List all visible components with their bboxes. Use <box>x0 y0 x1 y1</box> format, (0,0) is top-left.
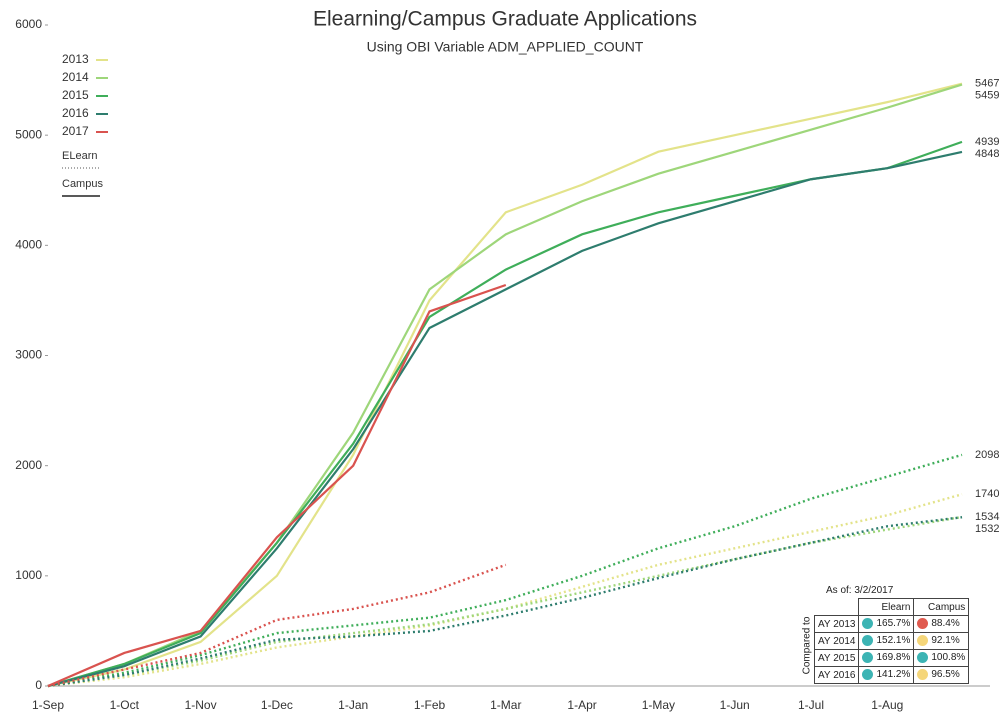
row-label: AY 2013 <box>813 615 860 633</box>
status-dot <box>862 652 874 664</box>
row: AY 2015 169.8% 100.8% <box>813 649 970 667</box>
end-value-label: 1534 <box>975 511 999 523</box>
as-of-date: 3/2/2017 <box>854 585 894 596</box>
legend-style-label: Campus <box>62 178 103 190</box>
comparison-table: As of: 3/2/2017 Compared to Elearn Campus AY… <box>800 585 1000 684</box>
header-row: Elearn Campus <box>815 598 970 616</box>
y-tick-label: 6000 <box>15 17 42 31</box>
status-dot <box>862 618 874 630</box>
cell: 169.8% <box>858 649 915 667</box>
chart-title: Elearning/Campus Graduate Applications <box>313 8 697 31</box>
cell-value: 92.1% <box>931 635 960 647</box>
x-tick-label: 1-Mar <box>490 698 521 712</box>
cell: 165.7% <box>858 615 915 633</box>
y-tick-label: 2000 <box>15 458 42 472</box>
legend-label: 2014 <box>62 70 89 84</box>
legend-label: 2013 <box>62 52 89 66</box>
row: AY 2013 165.7% 88.4% <box>813 615 970 633</box>
campus-line <box>47 283 507 688</box>
cell: 88.4% <box>913 615 970 633</box>
legend-label: 2017 <box>62 124 89 138</box>
campus-line <box>47 82 963 688</box>
x-tick-label: 1-Oct <box>110 698 140 712</box>
side-label: Compared to <box>801 616 813 675</box>
row: AY 2016 141.2% 96.5% <box>813 666 970 684</box>
status-dot <box>917 669 929 681</box>
end-value-label: 1532 <box>975 523 999 535</box>
y-tick-label: 5000 <box>15 127 42 141</box>
header-cell: Elearn <box>858 598 915 616</box>
x-tick-label: 1-Dec <box>261 698 293 712</box>
end-value-label: 4848 <box>975 148 999 160</box>
row-label: AY 2014 <box>813 632 860 650</box>
x-tick-label: 1-Nov <box>185 698 217 712</box>
cell-value: 100.8% <box>931 652 966 664</box>
end-value-label: 4939 <box>975 136 999 148</box>
x-tick-label: 1-Jun <box>720 698 750 712</box>
row: AY 2014 152.1% 92.1% <box>813 632 970 650</box>
table: Elearn Campus AY 2013 165.7% 88.4% AY 2014 152… <box>813 598 970 684</box>
x-tick-label: 1-Sep <box>32 698 64 712</box>
status-dot <box>917 618 929 630</box>
cell: 141.2% <box>858 666 915 684</box>
as-of-label: As of: <box>826 585 852 596</box>
cell: 152.1% <box>858 632 915 650</box>
cell-value: 152.1% <box>876 635 911 647</box>
campus-line <box>47 150 963 688</box>
x-tick-label: 1-Feb <box>414 698 446 712</box>
cell-value: 88.4% <box>931 618 960 630</box>
cell-value: 141.2% <box>876 669 911 681</box>
cell: 100.8% <box>913 649 970 667</box>
legend-label: 2016 <box>62 106 89 120</box>
status-dot <box>862 669 874 681</box>
elearn-line <box>47 453 963 688</box>
x-tick-label: 1-Jan <box>338 698 368 712</box>
cell: 96.5% <box>913 666 970 684</box>
y-tick-label: 3000 <box>15 348 42 362</box>
row-label: AY 2015 <box>813 649 860 667</box>
legend-style-label: ELearn <box>62 150 97 162</box>
row-label: AY 2016 <box>813 666 860 684</box>
cell-value: 169.8% <box>876 652 911 664</box>
x-tick-label: 1-Aug <box>871 698 903 712</box>
cell-value: 165.7% <box>876 618 911 630</box>
cell: 92.1% <box>913 632 970 650</box>
header-cell: Campus <box>913 598 970 616</box>
x-tick-label: 1-Apr <box>567 698 596 712</box>
status-dot <box>917 635 929 647</box>
x-tick-label: 1-May <box>642 698 675 712</box>
chart-subtitle: Using OBI Variable ADM_APPLIED_COUNT <box>367 39 644 55</box>
x-tick-label: 1-Jul <box>798 698 824 712</box>
y-tick-label: 1000 <box>15 568 42 582</box>
legend-label: 2015 <box>62 88 89 102</box>
header-cell <box>815 599 859 616</box>
y-tick-label: 0 <box>35 678 42 692</box>
status-dot <box>862 635 874 647</box>
end-value-label: 1740 <box>975 488 999 500</box>
y-tick-label: 4000 <box>15 238 42 252</box>
as-of: As of: 3/2/2017 <box>826 585 1000 596</box>
end-value-label: 2098 <box>975 449 999 461</box>
status-dot <box>917 652 929 664</box>
end-value-label: 5467 <box>975 78 999 90</box>
end-value-label: 5459 <box>975 90 999 102</box>
cell-value: 96.5% <box>931 669 960 681</box>
elearn-line <box>47 516 963 688</box>
